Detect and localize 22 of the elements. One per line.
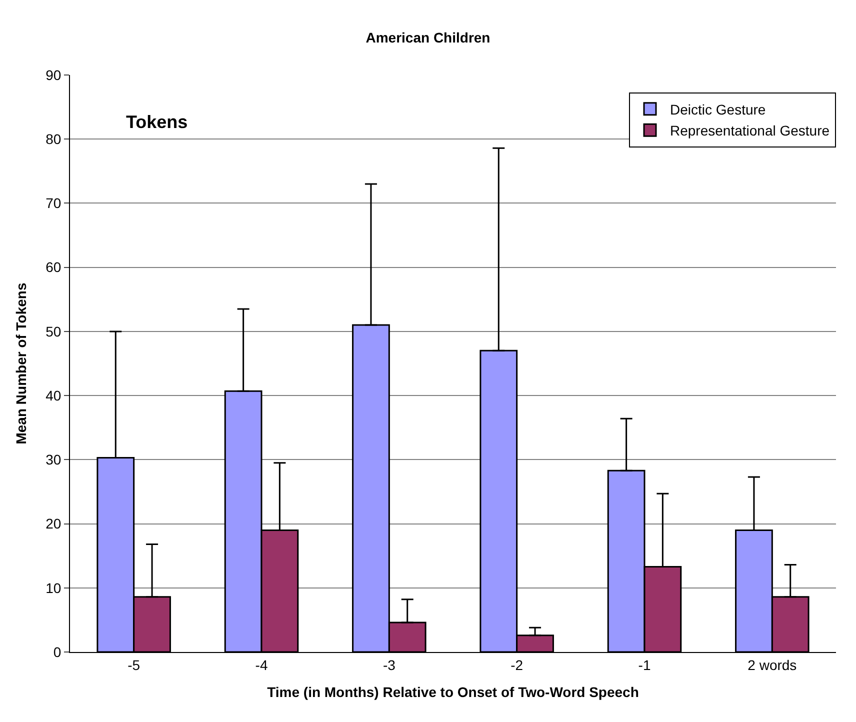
y-tick-label: 10 xyxy=(46,580,62,596)
y-axis-title: Mean Number of Tokens xyxy=(13,282,30,444)
y-tick-label: 80 xyxy=(46,131,62,148)
x-tick-label: -4 xyxy=(255,656,268,673)
y-tick-label: 20 xyxy=(46,516,62,532)
chart-title: American Children xyxy=(366,29,490,46)
legend-label: Deictic Gesture xyxy=(670,101,766,118)
annotation: Tokens xyxy=(126,112,188,132)
x-tick-label: -5 xyxy=(128,656,140,673)
x-tick-label: -2 xyxy=(510,656,524,673)
y-tick-label: 50 xyxy=(46,323,62,340)
y-tick-label: 0 xyxy=(53,644,62,660)
x-tick-label: -1 xyxy=(638,656,651,673)
y-tick-label: 30 xyxy=(46,452,62,468)
x-tick-label: 2 words xyxy=(748,656,797,673)
x-tick-label: -3 xyxy=(382,656,396,673)
y-tick-label: 60 xyxy=(46,259,62,276)
y-tick-label: 90 xyxy=(46,66,62,83)
legend-label: Representational Gesture xyxy=(670,122,830,139)
y-tick-label: 70 xyxy=(46,195,62,212)
y-tick-label: 40 xyxy=(46,387,62,404)
x-axis-title: Time (in Months) Relative to Onset of Two-Word Speech xyxy=(267,684,639,700)
